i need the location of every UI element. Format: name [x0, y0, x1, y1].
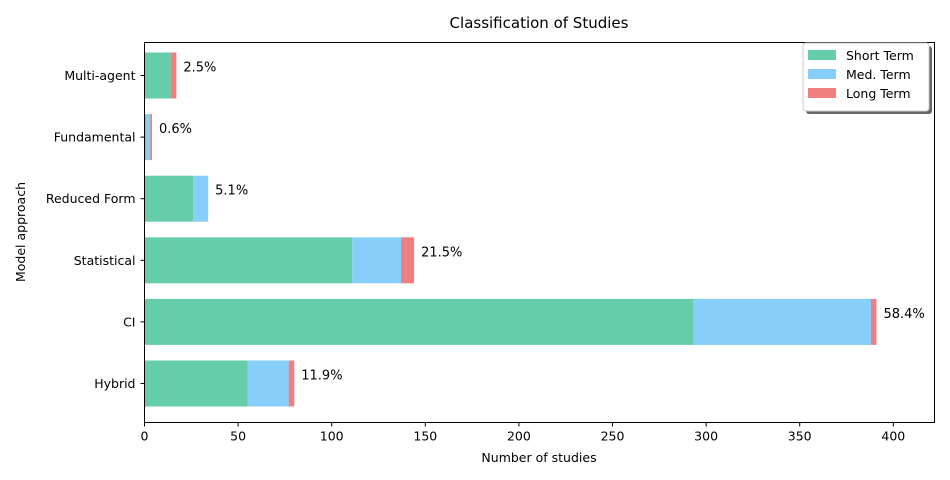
x-tick-label: 50 — [230, 429, 246, 444]
bar-fundamental-short-term — [144, 114, 147, 161]
bar-ci-med-term — [693, 298, 871, 345]
plot-frame — [144, 42, 935, 423]
legend-label: Long Term — [846, 86, 911, 101]
y-axis-title: Model approach — [13, 182, 28, 282]
bar-multi-agent-short-term — [144, 52, 171, 99]
percent-label: 58.4% — [883, 307, 924, 322]
bar-hybrid-short-term — [144, 360, 248, 407]
y-axis-ticks: Multi-agent Fundamental Reduced Form Statis… — [46, 68, 145, 391]
x-tick-label: 400 — [881, 429, 905, 444]
x-tick-label: 300 — [694, 429, 718, 444]
bar-hybrid-long-term — [288, 360, 295, 407]
percent-label: 5.1% — [215, 184, 248, 199]
y-tick-label: Hybrid — [94, 376, 135, 391]
chart-title: Classification of Studies — [450, 14, 629, 32]
legend-swatch — [808, 88, 836, 98]
percent-label: 2.5% — [183, 61, 216, 76]
y-tick-label: Fundamental — [54, 130, 136, 145]
y-tick-label: Multi-agent — [64, 68, 135, 83]
bar-statistical-med-term — [352, 237, 401, 284]
x-tick-label: 350 — [788, 429, 812, 444]
legend-label: Med. Term — [846, 67, 911, 82]
legend-swatch — [808, 50, 836, 60]
x-tick-label: 250 — [601, 429, 625, 444]
y-tick-label: Statistical — [74, 253, 136, 268]
legend: Short Term Med. Term Long Term — [802, 42, 932, 114]
y-tick-label: Reduced Form — [46, 191, 136, 206]
bar-multi-agent-long-term — [170, 52, 177, 99]
percent-label: 0.6% — [159, 122, 192, 137]
x-tick-label: 150 — [413, 429, 437, 444]
bar-statistical-long-term — [400, 237, 415, 284]
bar-reduced-form-med-term — [193, 175, 209, 222]
x-axis-title: Number of studies — [481, 450, 596, 465]
legend-swatch — [808, 69, 836, 79]
percent-label: 11.9% — [301, 369, 342, 384]
bar-hybrid-med-term — [247, 360, 289, 407]
percent-labels-group: 2.5% 0.6% 5.1% 21.5% 58.4% 11.9% — [159, 61, 925, 384]
bar-ci-long-term — [870, 298, 877, 345]
x-tick-label: 0 — [141, 429, 149, 444]
bars-group — [144, 52, 877, 407]
percent-label: 21.5% — [421, 245, 462, 260]
bar-ci-short-term — [144, 298, 694, 345]
legend-label: Short Term — [846, 48, 914, 63]
bar-fundamental-long-term — [150, 114, 152, 161]
bar-statistical-short-term — [144, 237, 353, 284]
x-axis-ticks: 0 50 100 150 200 250 300 350 400 — [141, 422, 905, 444]
y-tick-label: CI — [123, 314, 135, 329]
bar-fundamental-med-term — [146, 114, 151, 161]
bar-reduced-form-short-term — [144, 175, 194, 222]
x-tick-label: 200 — [507, 429, 531, 444]
x-tick-label: 100 — [320, 429, 344, 444]
